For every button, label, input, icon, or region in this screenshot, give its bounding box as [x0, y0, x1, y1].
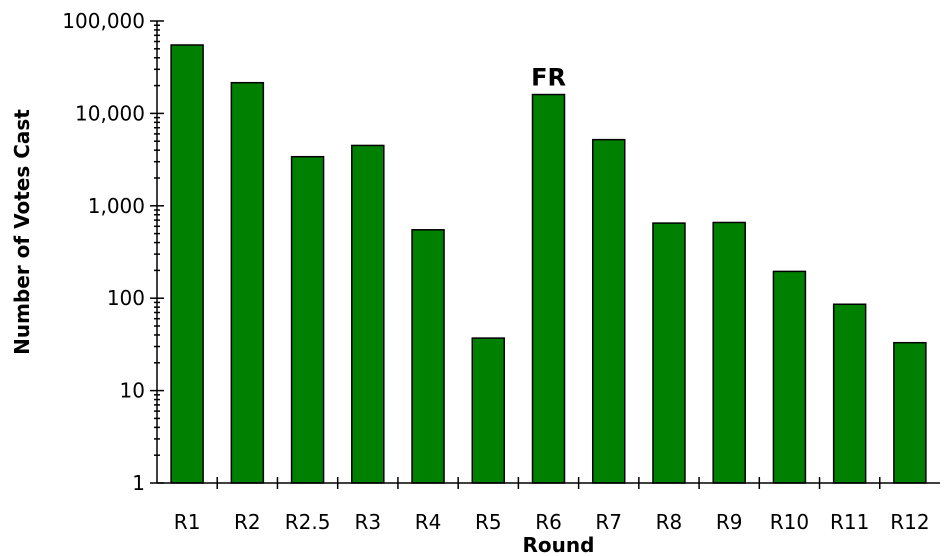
x-tick-label: R10 [770, 510, 809, 534]
bar-r10 [772, 270, 807, 484]
y-tick-label: 100 [107, 286, 145, 310]
bar-r4 [411, 229, 445, 484]
bar-r2 [230, 81, 265, 484]
bar-r5 [471, 337, 506, 484]
y-tick-label: 10 [120, 379, 145, 403]
y-tick-label: 1,000 [88, 194, 145, 218]
x-tick-label: R11 [830, 510, 869, 534]
x-tick-label: R4 [415, 510, 442, 534]
x-tick-label: R9 [716, 510, 743, 534]
bar-r11 [832, 303, 867, 484]
x-tick-label: R7 [595, 510, 622, 534]
bar-r6 [531, 93, 566, 484]
y-tick-label: 10,000 [75, 101, 145, 125]
x-tick-label: R8 [656, 510, 683, 534]
x-tick-label: R12 [890, 510, 929, 534]
annotations: FR [531, 64, 566, 92]
bar-r8 [652, 222, 686, 484]
x-tick-label: R1 [174, 510, 201, 534]
bar-r1 [170, 44, 204, 484]
x-tick-label: R5 [475, 510, 502, 534]
y-ticks: 1 10 100 1,000 10,000 100,000 [62, 9, 164, 495]
y-tick-label: 100,000 [62, 9, 145, 33]
bar-r12 [893, 341, 927, 484]
bars [170, 44, 927, 484]
x-axis-title: Round [523, 533, 595, 556]
y-tick-label: 1 [132, 471, 145, 495]
annotation-label: FR [531, 64, 566, 92]
x-tick-label: R2 [234, 510, 261, 534]
bar-r9 [712, 221, 746, 484]
bar-r7 [591, 138, 626, 484]
x-tick-label: R2.5 [285, 510, 331, 534]
bar-r3 [351, 144, 385, 484]
y-axis-title: Number of Votes Cast [10, 109, 34, 355]
x-tick-label: R6 [535, 510, 562, 534]
x-tick-label: R3 [354, 510, 381, 534]
x-ticks: R1 R2 R2.5 R3 R4 R5 R6 R7 R8 R9 R10 R11 R12 [174, 477, 930, 534]
bar-r2-5 [290, 155, 325, 484]
